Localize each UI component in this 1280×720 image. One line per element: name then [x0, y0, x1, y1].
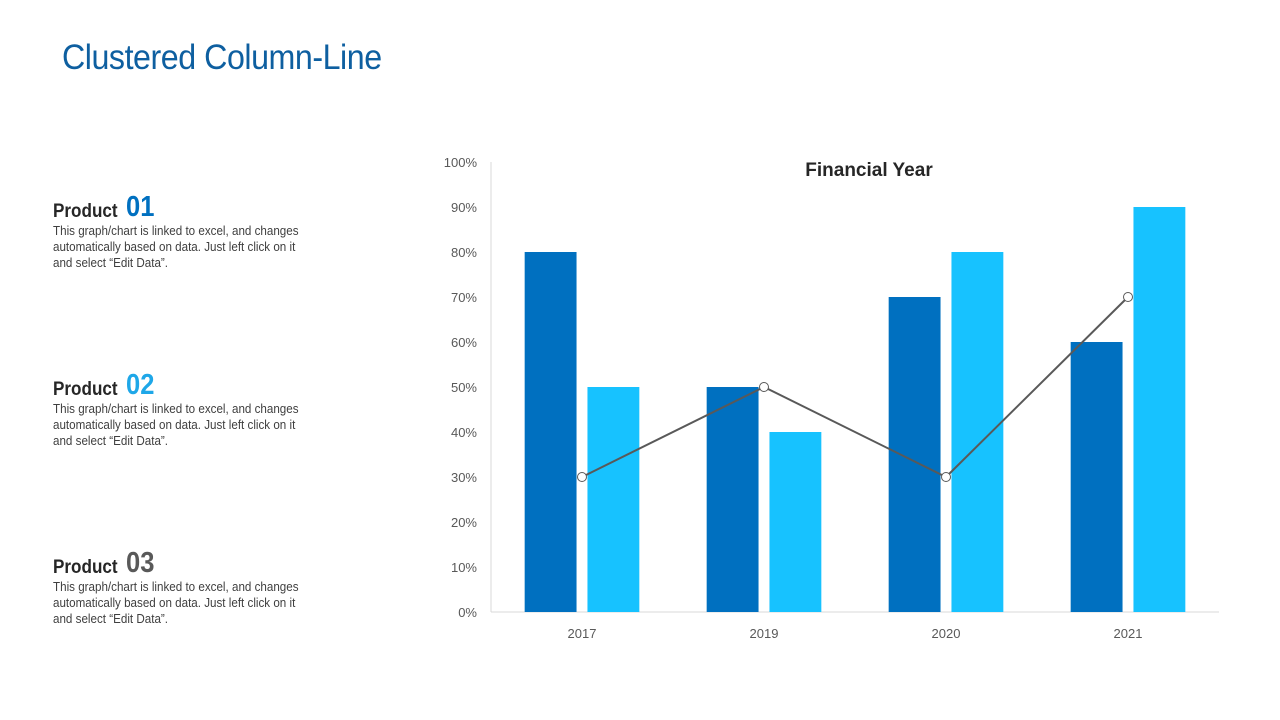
product-block-2: Product 02 This graph/chart is linked to… — [53, 369, 328, 449]
y-tick-label: 40% — [451, 425, 477, 440]
bar-series1-2020 — [888, 297, 941, 612]
y-tick-label: 90% — [451, 200, 477, 215]
x-tick-label: 2021 — [1114, 626, 1143, 641]
y-tick-label: 30% — [451, 470, 477, 485]
y-tick-label: 60% — [451, 335, 477, 350]
line-series-path — [581, 296, 1129, 479]
y-tick-label: 70% — [451, 290, 477, 305]
product-number: 01 — [126, 191, 155, 223]
product-description: This graph/chart is linked to excel, and… — [53, 402, 299, 448]
product-block-1: Product 01 This graph/chart is linked to… — [53, 191, 328, 271]
bar-series1-2021 — [1070, 342, 1123, 612]
product-description: This graph/chart is linked to excel, and… — [53, 224, 299, 270]
bar-series2-2020 — [951, 252, 1004, 612]
line-point-2020 — [941, 472, 951, 482]
product-number: 02 — [126, 369, 155, 401]
y-tick-label: 0% — [458, 605, 477, 620]
y-tick-label: 80% — [451, 245, 477, 260]
x-tick-label: 2019 — [750, 626, 779, 641]
y-tick-label: 10% — [451, 560, 477, 575]
y-tick-label: 20% — [451, 515, 477, 530]
bar-series2-2019 — [769, 432, 822, 612]
product-label: Product — [53, 557, 118, 578]
product-label: Product — [53, 201, 118, 222]
product-number: 03 — [126, 547, 155, 579]
bar-series2-2021 — [1133, 207, 1186, 612]
bar-series1-2019 — [706, 387, 759, 612]
y-tick-label: 100% — [444, 155, 478, 170]
bar-series1-2017 — [524, 252, 577, 612]
line-point-2017 — [577, 472, 587, 482]
chart-title: Financial Year — [805, 160, 933, 181]
product-heading-3: Product 03 — [53, 547, 328, 579]
product-block-3: Product 03 This graph/chart is linked to… — [53, 547, 328, 627]
bar-series2-2017 — [587, 387, 640, 612]
x-tick-label: 2017 — [568, 626, 597, 641]
product-description: This graph/chart is linked to excel, and… — [53, 580, 299, 626]
product-label: Product — [53, 379, 118, 400]
line-point-2021 — [1123, 292, 1133, 302]
line-point-2019 — [759, 382, 769, 392]
page-title: Clustered Column-Line — [62, 38, 382, 77]
y-tick-label: 50% — [451, 380, 477, 395]
x-tick-label: 2020 — [932, 626, 961, 641]
product-heading-1: Product 01 — [53, 191, 328, 223]
product-heading-2: Product 02 — [53, 369, 328, 401]
